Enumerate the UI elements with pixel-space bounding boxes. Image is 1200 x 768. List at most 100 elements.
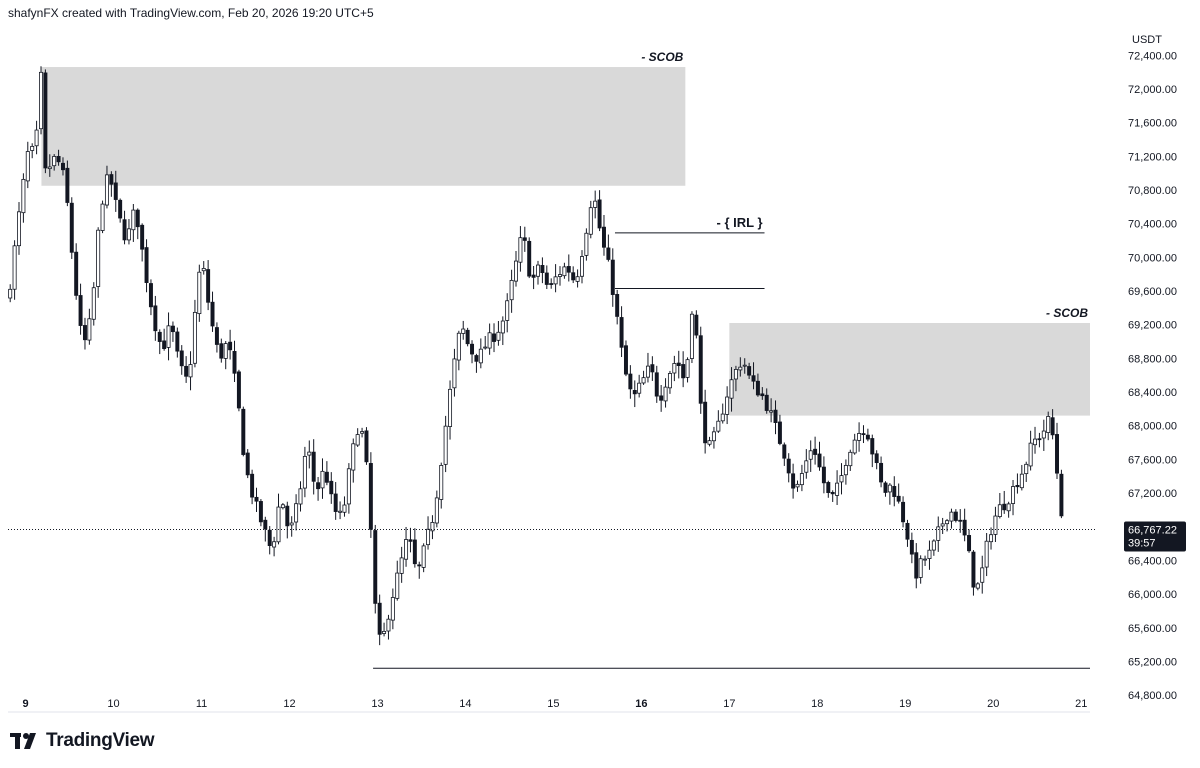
- candle[interactable]: [210, 301, 215, 327]
- candle[interactable]: [289, 522, 294, 526]
- candle[interactable]: [901, 501, 906, 523]
- candle[interactable]: [566, 266, 571, 273]
- candle[interactable]: [914, 552, 919, 579]
- candle[interactable]: [82, 325, 87, 341]
- candle[interactable]: [663, 386, 668, 402]
- candle[interactable]: [157, 331, 162, 342]
- candle[interactable]: [492, 333, 497, 342]
- candle[interactable]: [43, 72, 48, 169]
- candle[interactable]: [918, 558, 923, 578]
- candle[interactable]: [808, 450, 813, 460]
- candle[interactable]: [786, 458, 791, 474]
- candle[interactable]: [21, 178, 26, 214]
- candle[interactable]: [109, 174, 114, 185]
- candle[interactable]: [302, 455, 307, 489]
- candle[interactable]: [725, 396, 730, 415]
- candle[interactable]: [390, 597, 395, 621]
- candle[interactable]: [474, 355, 479, 362]
- candle[interactable]: [931, 540, 936, 551]
- candle[interactable]: [346, 468, 351, 505]
- candle[interactable]: [364, 430, 369, 463]
- candle[interactable]: [430, 522, 435, 532]
- candle[interactable]: [232, 351, 237, 374]
- candle[interactable]: [1041, 430, 1046, 439]
- candle[interactable]: [1055, 434, 1059, 474]
- candle[interactable]: [839, 475, 844, 483]
- candle[interactable]: [267, 529, 272, 546]
- candle[interactable]: [852, 439, 857, 454]
- candle[interactable]: [342, 504, 347, 513]
- candle[interactable]: [531, 274, 536, 278]
- candle[interactable]: [311, 451, 316, 482]
- candle[interactable]: [887, 484, 892, 493]
- candle[interactable]: [681, 364, 686, 379]
- candle[interactable]: [773, 409, 778, 423]
- candle[interactable]: [140, 224, 145, 250]
- candle[interactable]: [113, 182, 118, 200]
- candle[interactable]: [615, 293, 620, 317]
- candle[interactable]: [104, 174, 109, 206]
- candle[interactable]: [421, 545, 426, 568]
- candle[interactable]: [667, 373, 672, 389]
- candle[interactable]: [219, 343, 224, 359]
- candle[interactable]: [813, 448, 818, 455]
- candle[interactable]: [1059, 473, 1064, 517]
- tradingview-logo[interactable]: TradingView: [10, 729, 155, 753]
- candle[interactable]: [544, 272, 549, 285]
- candle[interactable]: [166, 325, 171, 348]
- candle[interactable]: [777, 421, 782, 444]
- candle[interactable]: [711, 431, 716, 442]
- candle[interactable]: [804, 460, 809, 473]
- candle[interactable]: [729, 379, 734, 399]
- candle[interactable]: [558, 274, 562, 277]
- candle[interactable]: [434, 497, 439, 524]
- candle[interactable]: [896, 495, 901, 502]
- candle[interactable]: [962, 519, 967, 536]
- candle[interactable]: [298, 488, 303, 505]
- candle[interactable]: [12, 245, 17, 290]
- candle[interactable]: [439, 465, 444, 500]
- candle[interactable]: [39, 71, 43, 130]
- candle[interactable]: [830, 492, 835, 495]
- candle[interactable]: [65, 167, 70, 203]
- candle[interactable]: [874, 453, 879, 464]
- candle[interactable]: [386, 618, 391, 632]
- candle[interactable]: [817, 453, 822, 468]
- candle[interactable]: [610, 259, 615, 295]
- candle[interactable]: [483, 346, 488, 349]
- candle[interactable]: [87, 318, 92, 341]
- candle[interactable]: [975, 583, 980, 589]
- candle[interactable]: [1015, 485, 1020, 488]
- scob-zone-2[interactable]: [729, 323, 1090, 416]
- candle[interactable]: [676, 362, 681, 367]
- candle[interactable]: [280, 504, 285, 509]
- candle[interactable]: [162, 340, 167, 350]
- candle[interactable]: [408, 539, 413, 542]
- candle[interactable]: [478, 348, 483, 364]
- candle[interactable]: [456, 332, 461, 361]
- candle[interactable]: [276, 506, 281, 543]
- candle[interactable]: [659, 395, 664, 401]
- candle[interactable]: [426, 528, 431, 546]
- candle[interactable]: [571, 272, 576, 281]
- candle[interactable]: [201, 268, 206, 272]
- candle[interactable]: [738, 366, 743, 371]
- candle[interactable]: [184, 365, 189, 377]
- candle[interactable]: [716, 420, 721, 432]
- candle[interactable]: [69, 202, 74, 253]
- candle[interactable]: [588, 207, 593, 235]
- candle[interactable]: [373, 530, 378, 604]
- candle[interactable]: [703, 401, 708, 444]
- candle[interactable]: [258, 501, 263, 523]
- candle[interactable]: [984, 540, 989, 568]
- candle[interactable]: [404, 539, 409, 560]
- candle[interactable]: [52, 156, 57, 167]
- candle[interactable]: [272, 541, 277, 548]
- candle[interactable]: [597, 199, 602, 229]
- candle[interactable]: [91, 287, 96, 320]
- candle[interactable]: [905, 522, 910, 540]
- candle[interactable]: [641, 377, 646, 384]
- candle[interactable]: [1011, 486, 1016, 504]
- candle[interactable]: [368, 463, 373, 530]
- scob-zone-1[interactable]: [41, 67, 686, 186]
